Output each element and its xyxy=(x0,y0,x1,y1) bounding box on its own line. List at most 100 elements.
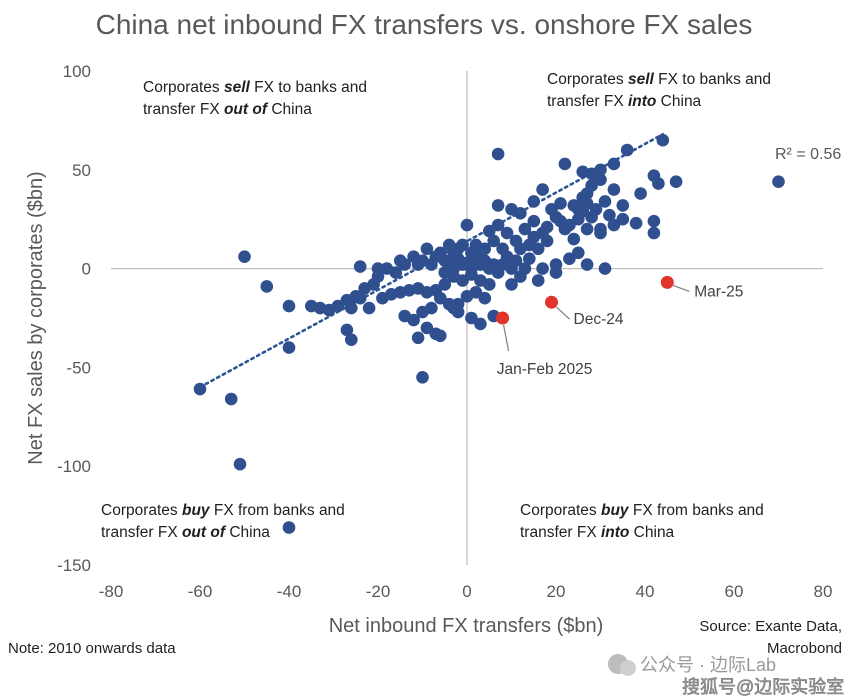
data-points xyxy=(193,133,785,534)
data-point xyxy=(607,218,621,232)
data-point xyxy=(340,323,354,337)
data-point xyxy=(282,341,296,354)
data-point xyxy=(518,222,532,236)
data-point xyxy=(540,220,554,234)
data-point xyxy=(509,254,523,267)
data-point xyxy=(594,222,607,236)
data-point xyxy=(233,457,247,471)
y-axis-title: Net FX sales by corporates ($bn) xyxy=(25,171,47,464)
x-tick-label: 40 xyxy=(636,582,655,601)
data-point xyxy=(527,214,541,228)
data-point xyxy=(572,246,585,260)
y-tick-label: 100 xyxy=(63,62,91,81)
y-tick-label: -100 xyxy=(57,457,91,476)
x-tick-label: 0 xyxy=(462,582,471,601)
highlighted-points: Jan-Feb 2025 Dec-24 Mar-25 xyxy=(496,275,743,378)
data-point xyxy=(305,299,318,313)
data-point xyxy=(345,333,358,347)
data-point xyxy=(598,262,612,275)
y-tick-label: -150 xyxy=(57,556,91,575)
data-point xyxy=(580,222,594,236)
x-tick-label: 60 xyxy=(725,582,744,601)
data-point xyxy=(518,262,532,275)
data-point xyxy=(442,238,456,252)
highlight-point xyxy=(660,275,674,289)
data-point xyxy=(585,210,598,224)
quadrant-label: Corporates sell FX to banks and xyxy=(143,79,367,96)
data-point xyxy=(652,177,665,190)
data-point xyxy=(629,216,643,230)
data-point xyxy=(616,212,630,226)
data-point xyxy=(420,242,434,256)
quadrant-label: transfer FX out of China xyxy=(143,101,312,118)
data-point xyxy=(496,242,509,256)
note-text: Note: 2010 onwards data xyxy=(8,640,176,657)
data-point xyxy=(260,280,274,293)
data-point xyxy=(607,183,621,196)
data-point xyxy=(460,218,474,232)
quadrant-label: transfer FX into China xyxy=(520,524,675,541)
data-point xyxy=(554,214,567,228)
data-point xyxy=(514,242,527,256)
data-point xyxy=(505,278,518,291)
data-point xyxy=(371,262,385,275)
x-tick-label: 80 xyxy=(814,582,833,601)
chart-title: China net inbound FX transfers vs. onsho… xyxy=(96,9,753,40)
data-point xyxy=(456,274,469,287)
data-point xyxy=(594,173,607,186)
quadrant-label: Corporates buy FX from banks and xyxy=(520,502,764,519)
highlight-label: Jan-Feb 2025 xyxy=(497,361,593,378)
source-line-1: Source: Exante Data, xyxy=(699,618,842,635)
data-point xyxy=(193,382,207,396)
data-point xyxy=(554,197,567,210)
data-point xyxy=(353,260,367,273)
data-point xyxy=(585,179,598,192)
data-point xyxy=(567,232,581,246)
highlight-label: Dec-24 xyxy=(574,311,624,328)
data-point xyxy=(647,226,661,240)
watermark-line-1: 公众号 · 边际Lab xyxy=(640,655,776,675)
x-axis-title: Net inbound FX transfers ($bn) xyxy=(329,615,604,637)
data-point xyxy=(536,262,549,275)
data-point xyxy=(474,317,487,331)
data-point xyxy=(438,266,452,279)
data-point xyxy=(647,214,661,228)
r-squared-label: R² = 0.56 xyxy=(775,146,841,163)
data-point xyxy=(567,199,581,212)
y-tick-label: -50 xyxy=(66,358,91,377)
data-point xyxy=(411,331,425,345)
data-point xyxy=(434,291,447,305)
data-point xyxy=(483,278,496,291)
x-tick-label: -60 xyxy=(188,582,213,601)
data-point xyxy=(549,266,563,279)
data-point xyxy=(394,254,407,267)
data-point xyxy=(772,175,785,188)
data-point xyxy=(438,278,452,291)
data-point xyxy=(523,252,536,265)
data-point xyxy=(580,258,594,271)
quadrant-labels: Corporates sell FX to banks and transfer … xyxy=(101,71,771,541)
data-point xyxy=(540,234,554,248)
x-tick-label: -20 xyxy=(366,582,391,601)
data-point xyxy=(487,234,501,248)
data-point xyxy=(282,299,296,313)
data-point xyxy=(572,212,585,226)
data-point xyxy=(527,195,541,208)
quadrant-label: Corporates sell FX to banks and xyxy=(547,71,771,88)
data-point xyxy=(563,252,576,265)
data-point xyxy=(558,157,572,171)
data-point xyxy=(451,305,465,319)
data-point xyxy=(491,147,505,161)
data-point xyxy=(353,291,367,305)
data-point xyxy=(598,195,612,208)
highlight-point xyxy=(496,311,510,325)
data-point xyxy=(634,187,647,200)
data-point xyxy=(407,250,420,263)
data-point xyxy=(669,175,683,188)
data-point xyxy=(398,309,412,323)
data-point xyxy=(483,224,496,238)
highlight-point xyxy=(545,295,558,309)
data-point xyxy=(434,329,447,343)
data-point xyxy=(500,226,514,240)
